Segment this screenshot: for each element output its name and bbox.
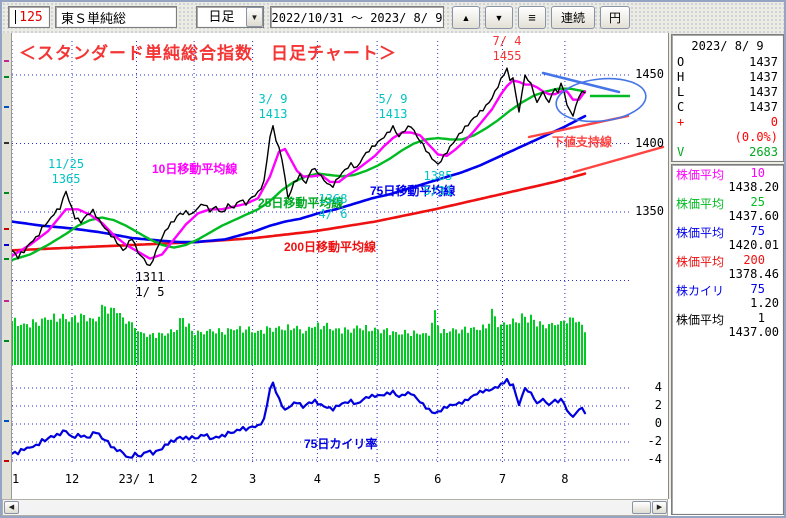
symbol-name-input[interactable]: 東Ｓ単純総 xyxy=(55,6,177,28)
line-label: 10日移動平均線 xyxy=(152,162,238,176)
text-caret xyxy=(15,10,17,24)
chart-canvas xyxy=(12,41,665,463)
scrollbar-left-icon[interactable]: ◀ xyxy=(4,501,19,514)
kairi-axis-label: -2 xyxy=(647,434,662,448)
line-label: 75日移動平均線 xyxy=(370,184,456,198)
chart-annotation: 5/ 9 1413 xyxy=(378,91,408,121)
open-row: O 1437 xyxy=(677,55,778,69)
line-label: 25日移動平均線 xyxy=(258,196,344,210)
x-axis-label: 2 xyxy=(190,472,198,486)
chart-annotation: 7/ 4 1455 xyxy=(492,34,522,64)
kairi-axis-label: 4 xyxy=(654,380,662,394)
change-row: +0 xyxy=(677,115,778,129)
date-range-input[interactable]: 2022/10/31 ～ 2023/ 8/ 9 xyxy=(270,6,444,28)
chart-annotation: 1385 5/31 xyxy=(423,169,453,199)
x-axis-label: 12 xyxy=(64,472,80,486)
line-label: 200日移動平均線 xyxy=(284,240,377,254)
x-axis-label: 7 xyxy=(498,472,507,486)
price-axis-label: 1400 xyxy=(635,135,664,150)
price-axis-label: 1450 xyxy=(635,67,664,81)
chart-annotation: 11/25 1365 xyxy=(47,157,85,187)
x-axis-label: 8 xyxy=(561,472,569,486)
kairi-axis-label: -4 xyxy=(647,452,662,466)
chart-annotation: 1311 1/ 5 xyxy=(135,270,165,300)
period-value: 日足 xyxy=(208,9,235,24)
high-row: H 1437 xyxy=(677,70,778,84)
symbol-code-value: 125 xyxy=(19,9,43,25)
line-label: 75日カイリ率 xyxy=(304,437,378,451)
yen-button[interactable]: 円 xyxy=(600,6,630,29)
symbol-code-input[interactable]: 125 xyxy=(8,6,50,28)
indicator-ma75: 株価平均 75 1420.01 xyxy=(676,224,779,252)
scrollbar-thumb[interactable] xyxy=(632,501,651,514)
kairi-axis-label: 2 xyxy=(654,398,662,412)
scroll-up-button[interactable]: ▲ xyxy=(452,6,480,29)
chevron-down-icon[interactable]: ▼ xyxy=(246,7,263,27)
indicator-kairi75: 株カイリ 75 1.20 xyxy=(676,282,779,310)
indicator-box: 株価平均 10 1438.20 株価平均 25 1437.60 株価平均 75 142… xyxy=(671,164,784,515)
chart-annotation: 3/ 9 1413 xyxy=(258,91,288,121)
volume-row: V 2683 xyxy=(677,145,778,159)
low-row: L 1437 xyxy=(677,85,778,99)
x-axis-label: 3 xyxy=(248,472,257,486)
scrollbar-right-icon[interactable]: ▶ xyxy=(652,501,667,514)
x-axis-label: 6 xyxy=(434,472,442,486)
symbol-name-value: 東Ｓ単純総 xyxy=(61,10,127,26)
x-axis-label: 5 xyxy=(373,472,381,486)
period-select[interactable]: 日足 ▼ xyxy=(196,6,264,28)
date-range-value: 2022/10/31 ～ 2023/ 8/ 9 xyxy=(271,10,443,25)
horizontal-scrollbar[interactable]: ◀ ▶ xyxy=(2,499,668,516)
x-axis-label: 4 xyxy=(313,472,321,486)
menu-button[interactable]: ≡ xyxy=(518,6,546,29)
chart-annotation: 1368 4/ 6 xyxy=(318,192,348,222)
indicator-ma1: 株価平均 1 1437.00 xyxy=(676,311,779,339)
x-axis-label: 11 xyxy=(12,472,20,486)
price-axis-label: 1350 xyxy=(635,204,664,218)
chart-title: ＜スタンダード単純総合指数 日足チャート＞ xyxy=(19,44,397,63)
left-edge-strip xyxy=(2,33,12,499)
indicator-ma200: 株価平均 200 1378.46 xyxy=(676,253,779,281)
chart-pane: ＜スタンダード単純総合指数 日足チャート＞ 1450 1400 1350 4 2 0 -2 -… xyxy=(12,33,668,499)
scroll-down-button[interactable]: ▼ xyxy=(485,6,513,29)
kairi-axis-label: 0 xyxy=(654,416,662,430)
toolbar: 125 東Ｓ単純総 日足 ▼ 2022/10/31 ～ 2023/ 8/ 9 ▲… xyxy=(2,2,784,34)
close-row: C 1437 xyxy=(677,100,778,114)
line-label: 下値支持線 xyxy=(552,135,613,149)
quote-panel: 2023/ 8/ 9 O 1437 H 1437 L 1437 C 1437 +0 (0… xyxy=(668,33,784,515)
x-axis-label: 23/ 1 xyxy=(118,472,155,486)
continuous-button[interactable]: 連続 xyxy=(551,6,595,29)
indicator-ma10: 株価平均 10 1438.20 xyxy=(676,166,779,194)
ohlc-box: 2023/ 8/ 9 O 1437 H 1437 L 1437 C 1437 +0 (0… xyxy=(671,34,784,162)
quote-date: 2023/ 8/ 9 xyxy=(691,39,764,53)
indicator-ma25: 株価平均 25 1437.60 xyxy=(676,195,779,223)
change-pct-row: (0.0%) xyxy=(734,130,778,144)
